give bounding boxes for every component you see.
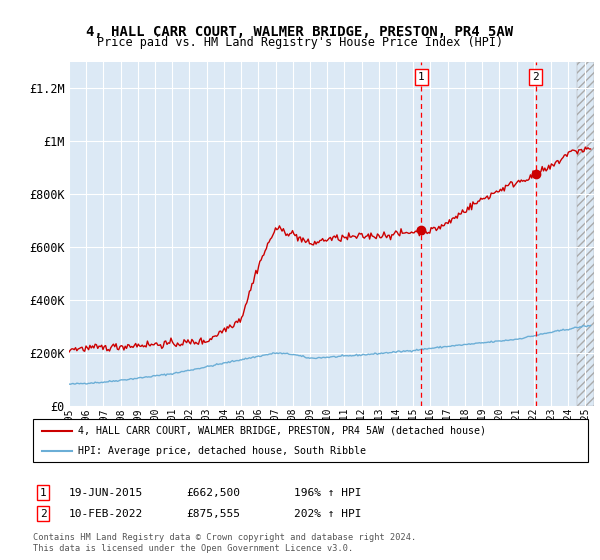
Text: 10-FEB-2022: 10-FEB-2022 (69, 508, 143, 519)
Text: 4, HALL CARR COURT, WALMER BRIDGE, PRESTON, PR4 5AW (detached house): 4, HALL CARR COURT, WALMER BRIDGE, PREST… (78, 426, 486, 436)
Text: £875,555: £875,555 (186, 508, 240, 519)
Text: 196% ↑ HPI: 196% ↑ HPI (294, 488, 361, 498)
Text: £662,500: £662,500 (186, 488, 240, 498)
Text: 2: 2 (532, 72, 539, 82)
Text: HPI: Average price, detached house, South Ribble: HPI: Average price, detached house, Sout… (78, 446, 366, 456)
Text: 2: 2 (40, 508, 47, 519)
Text: 19-JUN-2015: 19-JUN-2015 (69, 488, 143, 498)
Text: 1: 1 (418, 72, 425, 82)
Text: Price paid vs. HM Land Registry's House Price Index (HPI): Price paid vs. HM Land Registry's House … (97, 36, 503, 49)
Text: 1: 1 (40, 488, 47, 498)
Text: Contains HM Land Registry data © Crown copyright and database right 2024.
This d: Contains HM Land Registry data © Crown c… (33, 533, 416, 553)
Text: 4, HALL CARR COURT, WALMER BRIDGE, PRESTON, PR4 5AW: 4, HALL CARR COURT, WALMER BRIDGE, PREST… (86, 25, 514, 39)
Text: 202% ↑ HPI: 202% ↑ HPI (294, 508, 361, 519)
Bar (577, 62, 594, 406)
